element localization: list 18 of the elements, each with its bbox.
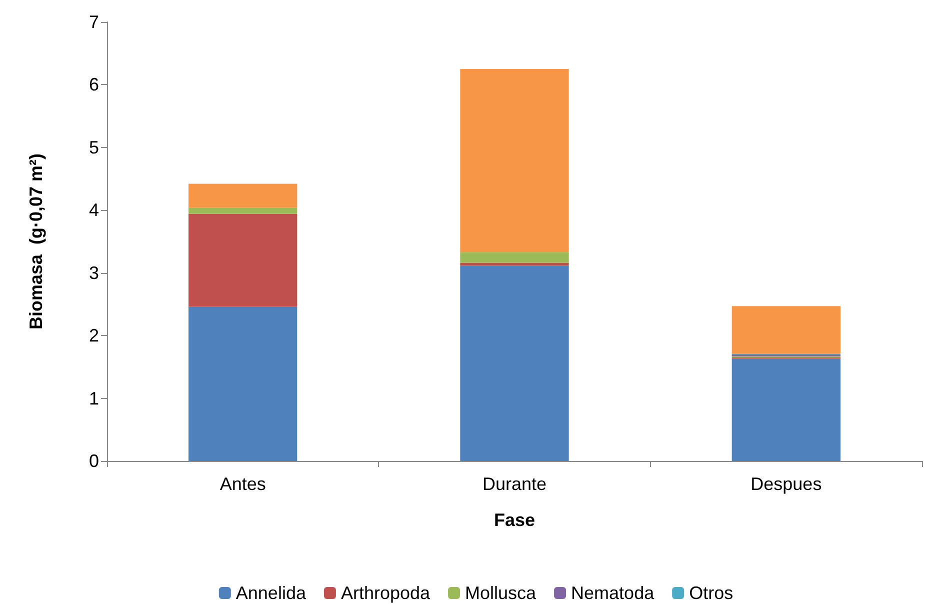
legend-label: Otros: [689, 583, 734, 603]
legend-label: Mollusca: [465, 583, 538, 603]
y-tick-label: 1: [88, 388, 99, 408]
x-tick-label: Durante: [482, 474, 547, 494]
legend-label: Arthropoda: [340, 583, 432, 603]
y-tick-label: 3: [88, 262, 99, 283]
y-axis-title: Biomasa (g·0,07 m²): [26, 153, 46, 330]
y-tick-label: 7: [88, 12, 99, 32]
y-tick-label: 2: [88, 326, 99, 346]
legend-label: Annelida: [236, 583, 307, 603]
x-tick-label: Antes: [220, 474, 266, 494]
y-tick-label: 0: [88, 451, 99, 471]
y-tick-label: 4: [88, 200, 99, 220]
y-tick-label: 6: [88, 74, 99, 95]
y-tick-label: 5: [88, 137, 99, 158]
x-tick-label: Despues: [750, 474, 822, 494]
x-axis-title: Fase: [494, 510, 536, 530]
legend-label: Nematoda: [571, 583, 656, 603]
